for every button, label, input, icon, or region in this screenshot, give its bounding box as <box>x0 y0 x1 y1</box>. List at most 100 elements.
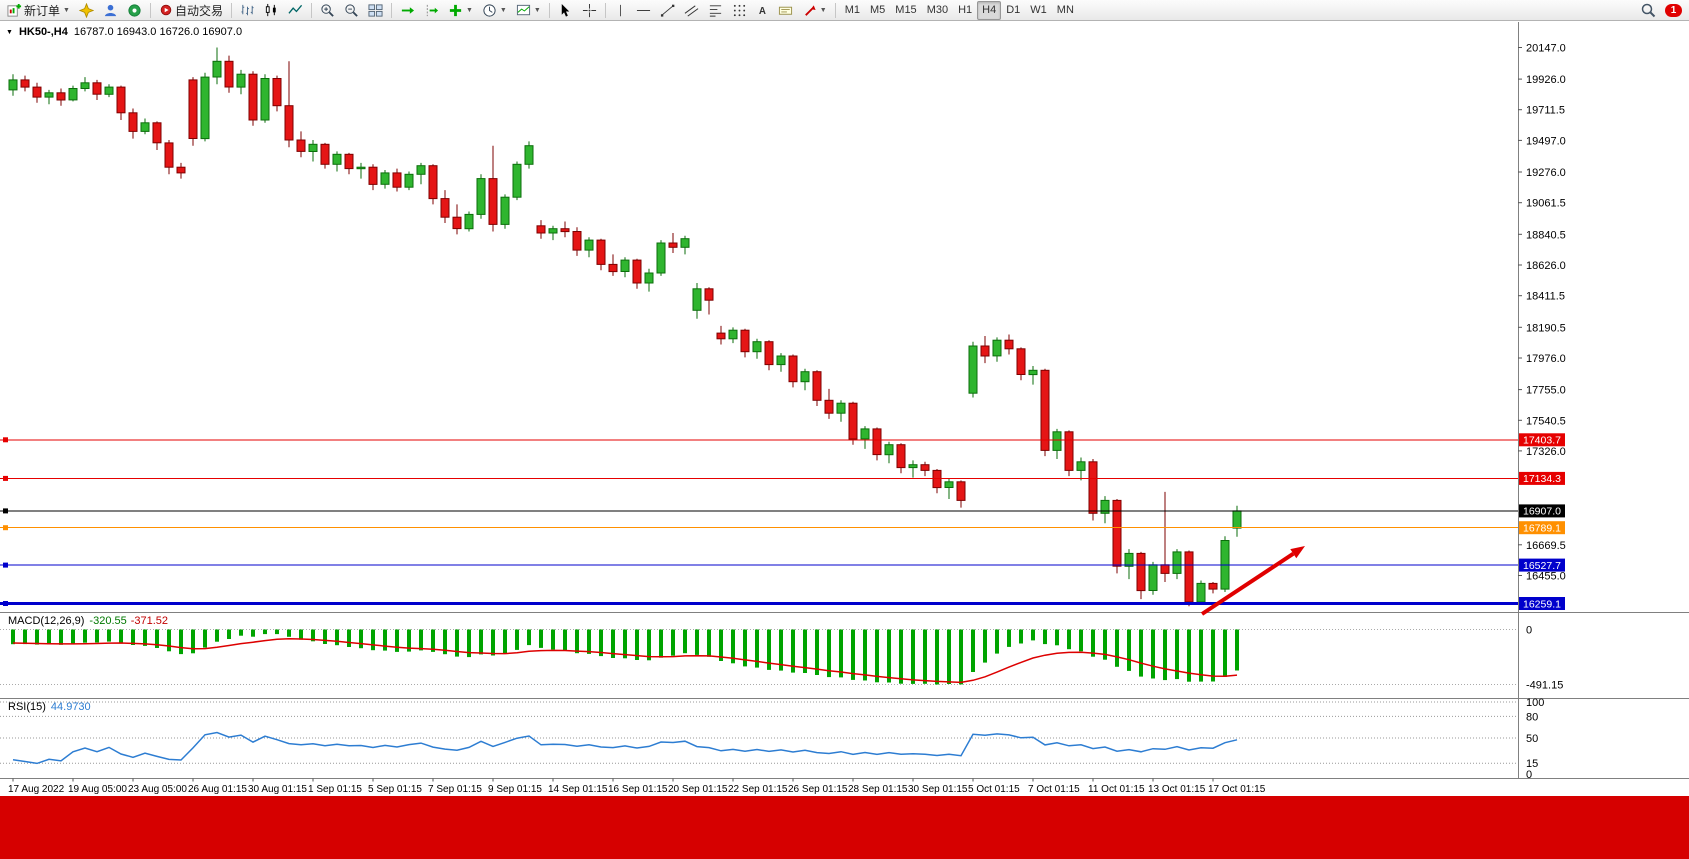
auto-scroll-button[interactable] <box>396 0 419 20</box>
level-line-handle <box>3 525 8 531</box>
text-tool-button[interactable]: A <box>752 0 773 20</box>
svg-text:7 Oct 01:15: 7 Oct 01:15 <box>1028 784 1080 795</box>
tile-windows-icon <box>368 3 383 18</box>
chevron-down-icon: ▼ <box>465 6 473 14</box>
svg-text:16527.7: 16527.7 <box>1523 560 1561 572</box>
timeframe-button-d1[interactable]: D1 <box>1006 4 1021 16</box>
rsi-indicator-label: RSI(15) 44.9730 <box>8 701 91 713</box>
trendline-icon <box>660 3 675 18</box>
level-line-handle <box>3 475 8 481</box>
candlestick-chart-button[interactable] <box>260 0 283 20</box>
timeframe-button-mn[interactable]: MN <box>1056 4 1074 16</box>
level-line-handle <box>3 562 8 568</box>
timeframe-button-m1[interactable]: M1 <box>844 4 860 16</box>
svg-text:50: 50 <box>1526 733 1538 745</box>
separator <box>834 2 836 18</box>
vertical-line-icon <box>614 3 627 18</box>
profile-button[interactable] <box>99 0 122 20</box>
svg-text:17 Aug 2022: 17 Aug 2022 <box>8 784 65 795</box>
quick-trade-collapse-icon[interactable]: ▼ <box>6 28 13 36</box>
auto-trading-icon <box>159 3 173 17</box>
shapes-grid-icon <box>732 3 747 18</box>
macd-axis: 0 -491.15 <box>1526 625 1563 692</box>
bar-chart-button[interactable] <box>236 0 259 20</box>
text-label-tool-button[interactable] <box>774 0 797 20</box>
cursor-tool-button[interactable] <box>554 0 577 20</box>
fibonacci-tool-button[interactable] <box>704 0 727 20</box>
auto-trading-button[interactable]: 自动交易 <box>155 0 227 20</box>
community-button[interactable] <box>123 0 146 20</box>
template-button[interactable]: ▼ <box>512 0 545 20</box>
svg-text:17403.7: 17403.7 <box>1523 435 1561 447</box>
navigator-button[interactable] <box>75 0 98 20</box>
auto-trading-label: 自动交易 <box>174 3 223 18</box>
separator <box>548 2 550 18</box>
svg-text:0: 0 <box>1526 769 1532 781</box>
macd-name: MACD(12,26,9) <box>8 615 85 627</box>
svg-text:11 Oct 01:15: 11 Oct 01:15 <box>1088 784 1145 795</box>
new-order-button[interactable]: 新订单 ▼ <box>3 0 74 20</box>
timeframe-button-m15[interactable]: M15 <box>895 4 917 16</box>
level-line-handle <box>3 437 8 443</box>
timeframe-button-m30[interactable]: M30 <box>926 4 949 16</box>
svg-text:7 Sep 01:15: 7 Sep 01:15 <box>428 784 482 795</box>
svg-text:19711.5: 19711.5 <box>1526 105 1565 117</box>
macd-panel <box>0 629 1518 685</box>
rsi-panel <box>0 701 1518 765</box>
svg-text:-491.15: -491.15 <box>1526 680 1563 692</box>
text-label-icon <box>778 3 793 18</box>
chart-window[interactable]: 20147.0 19926.0 19711.5 19497.0 19276.0 19061… <box>0 22 1689 796</box>
svg-text:A: A <box>759 6 766 17</box>
bar-chart-icon <box>240 3 255 18</box>
arrow-tool-icon <box>802 3 817 18</box>
tile-windows-button[interactable] <box>364 0 387 20</box>
channel-tool-button[interactable] <box>680 0 703 20</box>
timeframe-button-h4[interactable]: H4 <box>977 0 1002 20</box>
svg-text:22 Sep 01:15: 22 Sep 01:15 <box>728 784 788 795</box>
period-button[interactable]: ▼ <box>478 0 511 20</box>
zoom-in-button[interactable] <box>316 0 339 20</box>
price-tag <box>1519 471 1565 485</box>
indicator-plus-icon <box>448 3 463 18</box>
zoom-out-icon <box>344 3 359 18</box>
chart-title: ▼ HK50-,H4 16787.0 16943.0 16726.0 16907… <box>6 26 242 38</box>
svg-text:20 Sep 01:15: 20 Sep 01:15 <box>668 784 728 795</box>
separator <box>230 2 232 18</box>
price-tag <box>1519 433 1565 447</box>
candlestick-chart-icon <box>264 3 279 18</box>
arrows-tool-button[interactable]: ▼ <box>798 0 831 20</box>
line-chart-button[interactable] <box>284 0 307 20</box>
svg-text:14 Sep 01:15: 14 Sep 01:15 <box>548 784 608 795</box>
notification-badge[interactable]: 1 <box>1665 3 1682 17</box>
channel-icon <box>684 3 699 18</box>
symbol-period-label: HK50-,H4 <box>18 26 68 38</box>
level-line-handle <box>3 601 8 606</box>
zoom-out-button[interactable] <box>340 0 363 20</box>
macd-signal-line <box>12 638 1238 684</box>
svg-text:1 Sep 01:15: 1 Sep 01:15 <box>308 784 362 795</box>
horizontal-line-tool-button[interactable] <box>632 0 655 20</box>
crosshair-icon <box>582 3 597 18</box>
line-chart-icon <box>288 3 303 18</box>
svg-text:30 Aug 01:15: 30 Aug 01:15 <box>248 784 307 795</box>
separator <box>604 2 606 18</box>
timeframe-button-m5[interactable]: M5 <box>870 4 886 16</box>
crosshair-tool-button[interactable] <box>578 0 601 20</box>
text-icon: A <box>756 3 769 18</box>
svg-text:17326.0: 17326.0 <box>1526 446 1566 458</box>
timeframe-button-w1[interactable]: W1 <box>1030 4 1047 16</box>
shapes-tool-button[interactable] <box>728 0 751 20</box>
compass-icon <box>78 2 94 18</box>
trend-arrow-annotation[interactable] <box>1200 546 1305 616</box>
new-order-label: 新订单 <box>24 3 61 18</box>
vertical-line-tool-button[interactable] <box>610 0 631 20</box>
separator <box>149 2 151 18</box>
chevron-down-icon: ▼ <box>499 6 507 14</box>
trendline-tool-button[interactable] <box>656 0 679 20</box>
search-button[interactable] <box>1636 0 1660 20</box>
add-indicator-button[interactable]: ▼ <box>444 0 477 20</box>
rsi-name: RSI(15) <box>8 701 46 713</box>
chart-shift-button[interactable] <box>420 0 443 20</box>
timeframe-button-h1[interactable]: H1 <box>958 4 973 16</box>
level-lines[interactable] <box>0 437 1518 606</box>
